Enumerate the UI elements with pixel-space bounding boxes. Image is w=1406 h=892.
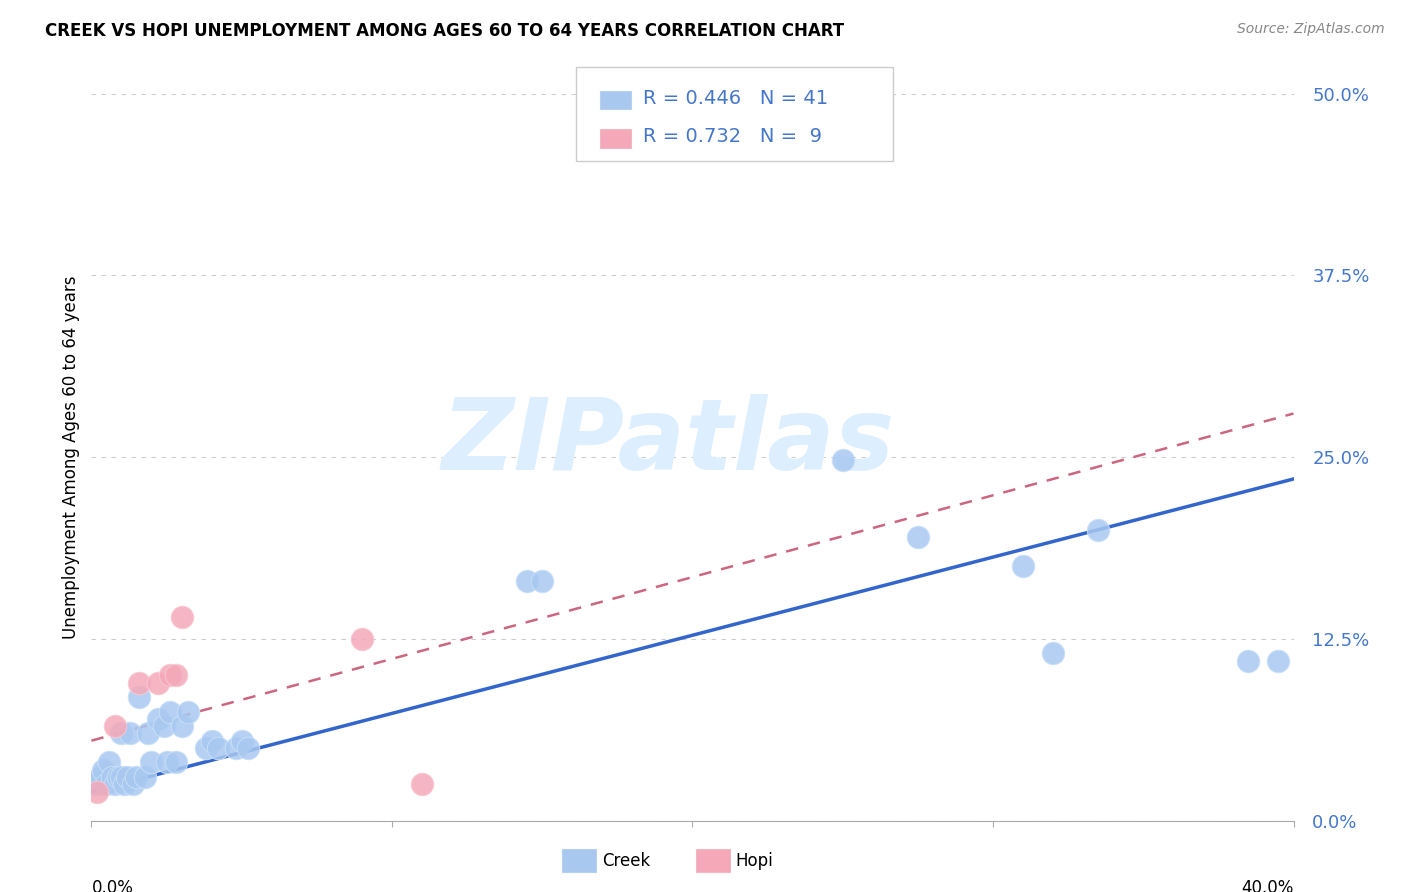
Point	[93, 763, 115, 777]
Point	[122, 777, 145, 791]
Point	[138, 726, 160, 740]
Point	[152, 719, 174, 733]
Point	[107, 770, 129, 784]
Point	[110, 770, 132, 784]
Point	[120, 726, 142, 740]
Point	[155, 756, 177, 770]
Point	[907, 530, 929, 544]
Text: R = 0.732   N =  9: R = 0.732 N = 9	[643, 127, 821, 146]
Point	[114, 777, 136, 791]
Y-axis label: Unemployment Among Ages 60 to 64 years: Unemployment Among Ages 60 to 64 years	[62, 276, 80, 639]
Point	[101, 770, 124, 784]
Point	[170, 610, 193, 624]
Text: Creek: Creek	[602, 852, 650, 870]
Point	[110, 726, 132, 740]
Text: CREEK VS HOPI UNEMPLOYMENT AMONG AGES 60 TO 64 YEARS CORRELATION CHART: CREEK VS HOPI UNEMPLOYMENT AMONG AGES 60…	[45, 22, 844, 40]
Point	[1087, 523, 1109, 537]
Text: 0.0%: 0.0%	[91, 879, 134, 892]
Point	[117, 770, 139, 784]
Point	[89, 770, 111, 784]
Point	[1267, 654, 1289, 668]
Point	[165, 756, 187, 770]
Point	[146, 675, 169, 690]
Point	[159, 668, 181, 682]
Point	[128, 690, 150, 704]
Point	[146, 712, 169, 726]
Point	[176, 705, 198, 719]
Text: 40.0%: 40.0%	[1241, 879, 1294, 892]
Point	[170, 719, 193, 733]
Point	[1012, 559, 1035, 574]
Point	[225, 740, 247, 755]
Point	[165, 668, 187, 682]
Point	[141, 756, 163, 770]
Point	[201, 733, 224, 747]
Point	[411, 777, 433, 791]
Point	[98, 756, 121, 770]
Point	[231, 733, 253, 747]
Point	[531, 574, 554, 588]
Point	[1042, 647, 1064, 661]
Point	[96, 777, 118, 791]
Point	[86, 784, 108, 798]
Point	[86, 777, 108, 791]
Text: ZIPatlas: ZIPatlas	[441, 394, 896, 491]
Point	[207, 740, 229, 755]
Point	[128, 675, 150, 690]
Text: Hopi: Hopi	[735, 852, 773, 870]
Point	[194, 740, 217, 755]
Point	[1237, 654, 1260, 668]
Point	[125, 770, 148, 784]
Point	[236, 740, 259, 755]
Point	[104, 777, 127, 791]
Point	[134, 770, 156, 784]
Text: R = 0.446   N = 41: R = 0.446 N = 41	[643, 89, 828, 108]
Point	[104, 719, 127, 733]
Point	[516, 574, 538, 588]
Text: Source: ZipAtlas.com: Source: ZipAtlas.com	[1237, 22, 1385, 37]
Point	[350, 632, 373, 646]
Point	[159, 705, 181, 719]
Point	[831, 453, 853, 467]
